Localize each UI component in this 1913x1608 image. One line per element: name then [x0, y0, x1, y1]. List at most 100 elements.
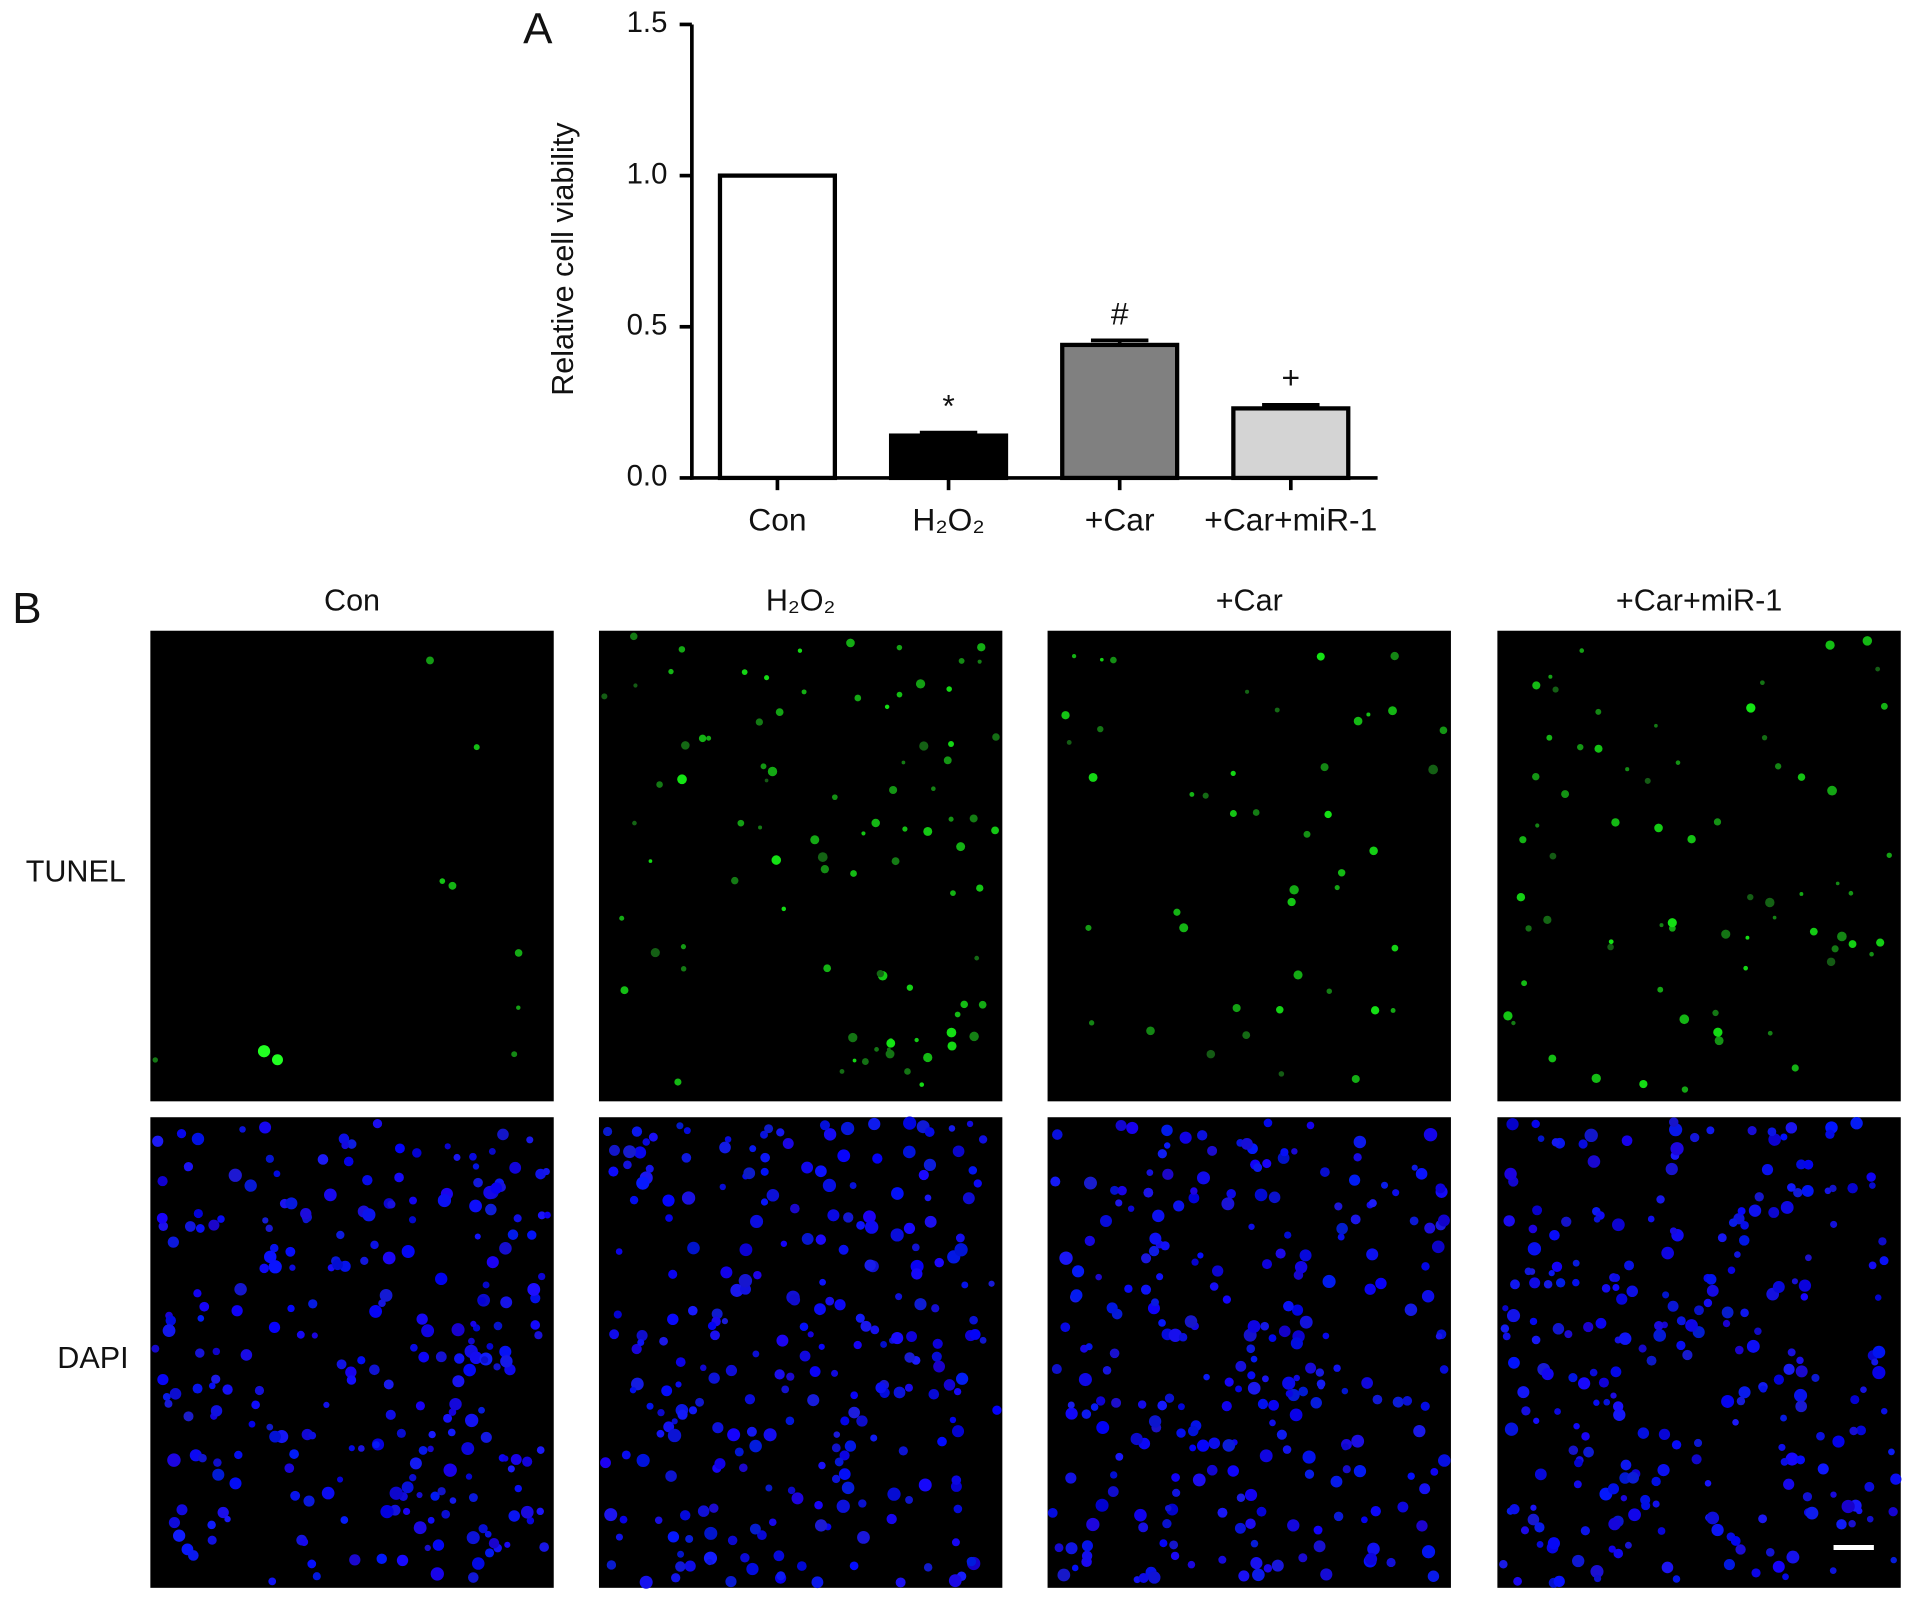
cell-dot [1238, 1570, 1250, 1582]
cell-dot [1413, 1425, 1426, 1438]
cell-dot [369, 1364, 380, 1376]
cell-dot [880, 1341, 888, 1348]
cell-dot [1388, 706, 1397, 716]
cell-dot [1081, 1409, 1092, 1419]
cell-dot [923, 826, 933, 836]
cell-dot [931, 1351, 942, 1362]
cell-dot [789, 1294, 801, 1306]
cell-dot [787, 1486, 796, 1495]
cell-dot [1211, 1265, 1224, 1277]
cell-dot [1067, 1401, 1075, 1409]
column-label: Con [324, 584, 380, 618]
cell-dot [861, 831, 866, 836]
cell-dot [1761, 735, 1768, 741]
cell-dot [631, 1126, 643, 1137]
cell-dot [791, 1492, 804, 1505]
cell-dot [623, 1160, 632, 1170]
cell-dot [1115, 1119, 1127, 1131]
cell-dot [1610, 1366, 1622, 1378]
cell-dot [1322, 1332, 1330, 1340]
cell-dot [443, 1413, 453, 1423]
cell-dot [321, 1486, 335, 1500]
cell-dot [1546, 734, 1553, 741]
cell-dot [966, 1556, 977, 1567]
cell-dot [162, 1392, 171, 1401]
cell-dot [1333, 1364, 1341, 1372]
cell-dot [1250, 1539, 1259, 1548]
cell-dot [681, 741, 690, 750]
cell-dot [1287, 897, 1296, 907]
cell-dot [1380, 1181, 1389, 1189]
cell-dot [924, 1127, 935, 1137]
cell-dot [1287, 1519, 1300, 1532]
cell-dot [1747, 893, 1754, 901]
cell-dot [848, 1406, 860, 1419]
cell-dot [1348, 1174, 1361, 1186]
cell-dot [1070, 1289, 1083, 1302]
cell-dot [1552, 686, 1559, 693]
cell-dot [855, 1313, 865, 1323]
cell-dot [714, 1458, 726, 1470]
cell-dot [1886, 852, 1892, 858]
row-label: DAPI [57, 1341, 128, 1375]
cell-dot [1669, 1227, 1678, 1235]
cell-dot [608, 1166, 619, 1177]
cell-dot [340, 1516, 349, 1524]
cell-dot [1594, 744, 1603, 753]
cell-dot [1786, 1550, 1800, 1564]
cell-dot [1274, 707, 1280, 713]
cell-dot [657, 1408, 665, 1417]
bar [888, 433, 1009, 481]
cell-dot [1411, 1164, 1418, 1171]
cell-dot [289, 1449, 299, 1459]
cell-dot [157, 1175, 168, 1187]
cell-dot [1549, 1229, 1560, 1241]
cell-dot [1160, 1241, 1170, 1251]
cell-dot [1392, 1396, 1404, 1408]
cell-dot [887, 1487, 901, 1501]
cell-dot [240, 1349, 253, 1361]
cell-dot [776, 1128, 785, 1137]
cell-dot [1500, 1324, 1510, 1333]
cell-dot [224, 1515, 231, 1523]
cell-dot [1278, 1325, 1291, 1338]
cell-dot [1662, 1291, 1670, 1299]
cell-dot [473, 1177, 483, 1188]
cell-dot [1424, 1222, 1436, 1234]
cell-dot [428, 1430, 436, 1439]
cell-dot [1107, 1486, 1119, 1498]
cell-dot [819, 1120, 831, 1131]
cell-dot [1595, 708, 1602, 715]
cell-dot [1746, 703, 1756, 713]
cell-dot [785, 1416, 795, 1426]
cell-dot [1799, 892, 1804, 896]
cell-dot [176, 1128, 187, 1139]
cell-dot [684, 1560, 696, 1572]
cell-dot [478, 1406, 485, 1414]
cell-dot [502, 1455, 509, 1462]
cell-dot [1580, 1526, 1590, 1536]
cell-dot [712, 1422, 724, 1434]
cell-dot [1071, 1564, 1079, 1572]
cell-dot [668, 668, 674, 675]
cell-dot [1247, 1381, 1261, 1395]
cell-dot [1164, 1393, 1175, 1403]
cell-dot [849, 1182, 857, 1189]
cell-dot [924, 1194, 932, 1202]
cell-dot [955, 1233, 965, 1243]
cell-dot [780, 1240, 788, 1247]
cell-dot [1667, 1300, 1679, 1312]
cell-dot [1612, 1218, 1625, 1232]
cell-dot [843, 1212, 854, 1223]
cell-dot [1746, 1339, 1760, 1353]
cell-dot [948, 816, 954, 822]
cell-dot [389, 1486, 403, 1500]
cell-dot [1850, 1117, 1863, 1130]
cell-dot [951, 1538, 960, 1547]
cell-dot [665, 1470, 677, 1482]
micrograph [1497, 1117, 1902, 1588]
cell-dot [1250, 1355, 1258, 1363]
cell-dot [700, 1364, 707, 1372]
cell-dot [1402, 1396, 1413, 1406]
cell-dot [1847, 1182, 1858, 1194]
